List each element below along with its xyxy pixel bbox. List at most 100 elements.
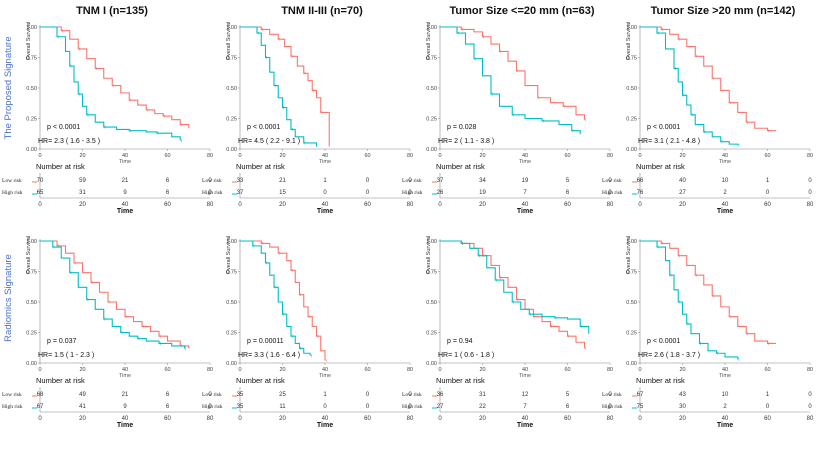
high-risk-curve — [240, 26, 318, 147]
risk-label-low: Low risk — [402, 392, 422, 398]
risk-count-low: 37 — [437, 178, 444, 184]
risk-time-tick: 40 — [522, 202, 529, 208]
risk-time-tick: 60 — [764, 416, 771, 422]
y-tick-label: 0.00 — [226, 147, 237, 153]
risk-count-low: 0 — [608, 392, 612, 398]
x-tick-label: 0 — [638, 153, 641, 159]
risk-count-low: 6 — [166, 392, 170, 398]
risk-time-title: Time — [717, 422, 733, 429]
x-tick-label: 0 — [638, 367, 641, 373]
y-tick-label: 0.00 — [626, 361, 637, 367]
km-panel-7: 0.000.250.500.751.000 20 40 60 80TimeOverall… — [402, 236, 614, 429]
risk-time-title: Time — [317, 422, 333, 429]
p-value: p = 0.94 — [447, 338, 473, 345]
y-tick-label: 0.00 — [26, 361, 37, 367]
y-tick-label: 0.50 — [26, 300, 37, 306]
risk-count-high: 0 — [766, 404, 770, 410]
risk-label-low: Low risk — [602, 392, 622, 398]
low-risk-curve — [40, 26, 190, 129]
x-tick-label: 20 — [79, 153, 85, 159]
x-tick-label: 0 — [238, 367, 241, 373]
risk-count-low: 21 — [279, 178, 286, 184]
hazard-ratio: HR= 3.3 ( 1.6 - 6.4 ) — [238, 352, 300, 359]
risk-count-high: 0 — [208, 190, 212, 196]
risk-count-low: 0 — [808, 178, 812, 184]
risk-count-low: 0 — [808, 392, 812, 398]
y-tick-label: 0.00 — [226, 361, 237, 367]
y-tick-label: 0.00 — [426, 147, 437, 153]
risk-table-title: Number at risk — [436, 162, 485, 171]
risk-time-tick: 20 — [479, 416, 486, 422]
y-axis-title: Overall Survival — [226, 22, 232, 61]
risk-time-tick: 40 — [122, 416, 129, 422]
row-label-proposed-signature: The Proposed Signature — [3, 37, 14, 140]
risk-table-title: Number at risk — [636, 376, 685, 385]
column-title-3: Tumor Size <=20 mm (n=63) — [450, 5, 595, 17]
risk-count-low: 1 — [323, 178, 327, 184]
risk-count-low: 66 — [637, 178, 644, 184]
risk-time-tick: 60 — [564, 416, 571, 422]
risk-count-low: 5 — [566, 178, 570, 184]
risk-count-low: 1 — [766, 178, 770, 184]
x-tick-label: 20 — [679, 367, 685, 373]
y-axis-title: Overall Survival — [426, 236, 432, 275]
low-risk-curve — [440, 26, 586, 120]
risk-time-tick: 40 — [522, 416, 529, 422]
km-panel-1: 0.000.250.500.751.000 20 40 60 80TimeOverall… — [2, 22, 214, 215]
risk-count-high: 0 — [808, 404, 812, 410]
risk-count-low: 31 — [479, 392, 486, 398]
risk-count-high: 6 — [566, 404, 570, 410]
risk-count-low: 1 — [323, 392, 327, 398]
x-axis-title: Time — [319, 159, 331, 165]
risk-count-high: 26 — [437, 190, 444, 196]
risk-count-low: 36 — [437, 392, 444, 398]
risk-label-low: Low risk — [2, 392, 22, 398]
risk-table-title: Number at risk — [236, 376, 285, 385]
hazard-ratio: HR= 2 ( 1.1 - 3.8 ) — [438, 138, 494, 145]
y-tick-label: 0.75 — [26, 270, 37, 276]
risk-time-title: Time — [517, 208, 533, 215]
risk-time-tick: 80 — [207, 202, 214, 208]
risk-count-low: 0 — [608, 178, 612, 184]
risk-count-high: 0 — [608, 404, 612, 410]
risk-label-low: Low risk — [402, 178, 422, 184]
risk-count-low: 21 — [122, 392, 129, 398]
column-title-4: Tumor Size >20 mm (n=142) — [651, 5, 796, 17]
y-tick-label: 0.25 — [426, 331, 437, 337]
risk-count-low: 19 — [522, 178, 529, 184]
high-risk-curve — [440, 26, 581, 135]
x-tick-label: 80 — [207, 367, 213, 373]
risk-count-high: 9 — [123, 404, 127, 410]
y-tick-label: 1.00 — [426, 25, 437, 31]
risk-table-title: Number at risk — [436, 376, 485, 385]
x-tick-label: 20 — [679, 153, 685, 159]
risk-count-low: 0 — [366, 392, 370, 398]
risk-count-high: 30 — [679, 404, 686, 410]
risk-count-high: 0 — [608, 190, 612, 196]
x-tick-label: 60 — [764, 153, 770, 159]
x-tick-label: 40 — [522, 153, 528, 159]
risk-time-title: Time — [117, 422, 133, 429]
y-tick-label: 0.00 — [26, 147, 37, 153]
x-axis-title: Time — [719, 373, 731, 379]
risk-count-low: 49 — [79, 392, 86, 398]
x-tick-label: 40 — [722, 153, 728, 159]
risk-time-tick: 60 — [564, 202, 571, 208]
x-tick-label: 60 — [764, 367, 770, 373]
p-value: p < 0.0001 — [247, 124, 280, 131]
risk-count-high: 6 — [566, 190, 570, 196]
risk-time-tick: 60 — [164, 202, 171, 208]
risk-count-high: 7 — [523, 190, 527, 196]
risk-count-high: 19 — [479, 190, 486, 196]
risk-count-low: 70 — [37, 178, 44, 184]
risk-time-tick: 80 — [407, 202, 414, 208]
x-tick-label: 60 — [164, 153, 170, 159]
y-tick-label: 0.75 — [226, 270, 237, 276]
p-value: p < 0.0001 — [647, 338, 680, 345]
risk-count-low: 67 — [637, 392, 644, 398]
risk-time-tick: 80 — [607, 416, 614, 422]
x-tick-label: 60 — [364, 367, 370, 373]
y-tick-label: 0.75 — [626, 56, 637, 62]
x-tick-label: 20 — [79, 367, 85, 373]
